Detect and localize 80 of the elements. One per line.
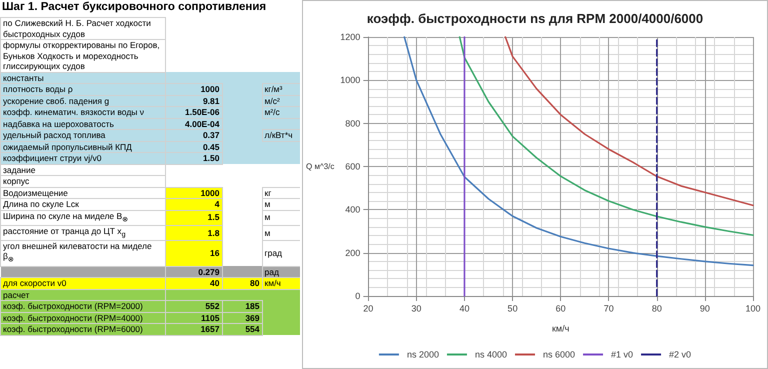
line-series xyxy=(458,36,754,236)
text: 1105 xyxy=(201,312,220,323)
legend-label: #2 v0 xyxy=(669,350,692,360)
y-tick-label: 0 xyxy=(355,291,360,301)
text: угол внешней килеватости на миделе β$_{⊗}$ xyxy=(3,240,152,264)
text: м xyxy=(264,228,270,238)
text: задание xyxy=(3,164,36,174)
text: коэф. быстроходности (RPM=4000) xyxy=(3,312,143,323)
legend-label: #1 v0 xyxy=(611,350,634,360)
text: 1657 xyxy=(200,324,220,334)
x-tick-label: 80 xyxy=(652,304,662,314)
text: л/кВт*ч xyxy=(264,130,293,140)
x-tick-label: 20 xyxy=(363,304,374,314)
x-tick-label: 30 xyxy=(411,304,422,314)
text: 1.5 xyxy=(208,212,220,222)
y-tick-label: 800 xyxy=(345,118,360,128)
text: кг xyxy=(264,188,272,198)
text: 1.50 xyxy=(202,153,220,163)
text: 554 xyxy=(245,324,260,334)
text: Водоизмещение xyxy=(3,188,68,198)
text: коэф. быстроходности (RPM=6000) xyxy=(3,324,143,334)
line-series xyxy=(404,36,754,266)
legend-label: ns 2000 xyxy=(406,350,439,360)
text: 0.37 xyxy=(202,130,220,140)
text: 16 xyxy=(210,248,220,258)
text: кг/м³ xyxy=(264,84,282,94)
x-axis-title: км/ч xyxy=(552,324,570,334)
x-tick-label: 50 xyxy=(508,304,518,314)
text: 1000 xyxy=(200,84,220,94)
text: плотность воды ρ xyxy=(3,84,73,94)
legend-label: ns 6000 xyxy=(542,350,576,360)
text: коэффициент струи vj/v0 xyxy=(3,153,102,163)
text: 9.81 xyxy=(202,96,220,106)
text: для скорости v0 xyxy=(3,278,66,288)
line-series xyxy=(504,36,754,206)
text: м xyxy=(264,199,270,209)
text: 4 xyxy=(214,199,220,209)
text: 369 xyxy=(245,312,260,323)
text: 4.00E-04 xyxy=(185,118,220,128)
text: м xyxy=(264,212,270,222)
x-tick-label: 40 xyxy=(459,304,470,314)
text: удельный расход топлива xyxy=(3,130,106,140)
text: м/с² xyxy=(264,96,280,106)
x-tick-label: 90 xyxy=(700,304,710,314)
text: км/ч xyxy=(264,278,281,288)
text: расчет xyxy=(3,290,30,300)
text: рад xyxy=(264,266,279,277)
text: ускорение своб. падения g xyxy=(3,96,110,106)
y-tick-label: 400 xyxy=(345,204,360,215)
text: 40 xyxy=(210,278,220,288)
text: град xyxy=(264,248,282,258)
text: коэфф. кинематич. вязкости воды ν xyxy=(3,107,144,117)
text: ожидаемый пропульсивный КПД xyxy=(3,142,132,152)
text: Ширина по скуле на миделе B$_{⊗}$ xyxy=(3,210,128,224)
text: константы xyxy=(3,72,44,82)
y-tick-label: 200 xyxy=(345,248,360,258)
text: расстояние от транца до ЦТ x$_{g}$ xyxy=(3,226,126,238)
y-tick-label: 600 xyxy=(345,162,360,172)
text: 185 xyxy=(245,301,260,312)
text: Длина по скуле Lск xyxy=(3,199,79,209)
text: 0.45 xyxy=(202,142,220,152)
x-tick-label: 70 xyxy=(604,304,614,314)
text: 552 xyxy=(205,301,220,312)
x-tick-label: 60 xyxy=(556,304,566,314)
y-axis-title: Q м^3/с xyxy=(306,162,334,171)
y-tick-label: 1200 xyxy=(340,32,360,42)
text: 0.279 xyxy=(198,266,220,277)
text: надбавка на шероховатость xyxy=(3,118,114,128)
text: м²/с xyxy=(264,107,280,117)
text: корпус xyxy=(3,176,30,186)
text: Шаг 1. Расчет буксировочного сопротивления xyxy=(1,0,268,15)
text: 1.50E-06 xyxy=(185,107,220,117)
text: коэф. быстроходности (RPM=2000) xyxy=(3,301,143,312)
text: 1000 xyxy=(200,188,220,198)
legend-label: ns 4000 xyxy=(474,350,507,360)
x-tick-label: 100 xyxy=(745,304,761,314)
text: 1.8 xyxy=(208,228,220,238)
chart-title: коэфф. быстроходности ns для RPM 2000/4000/6000 xyxy=(366,11,704,26)
y-tick-label: 1000 xyxy=(340,75,360,86)
text: 80 xyxy=(250,278,260,288)
